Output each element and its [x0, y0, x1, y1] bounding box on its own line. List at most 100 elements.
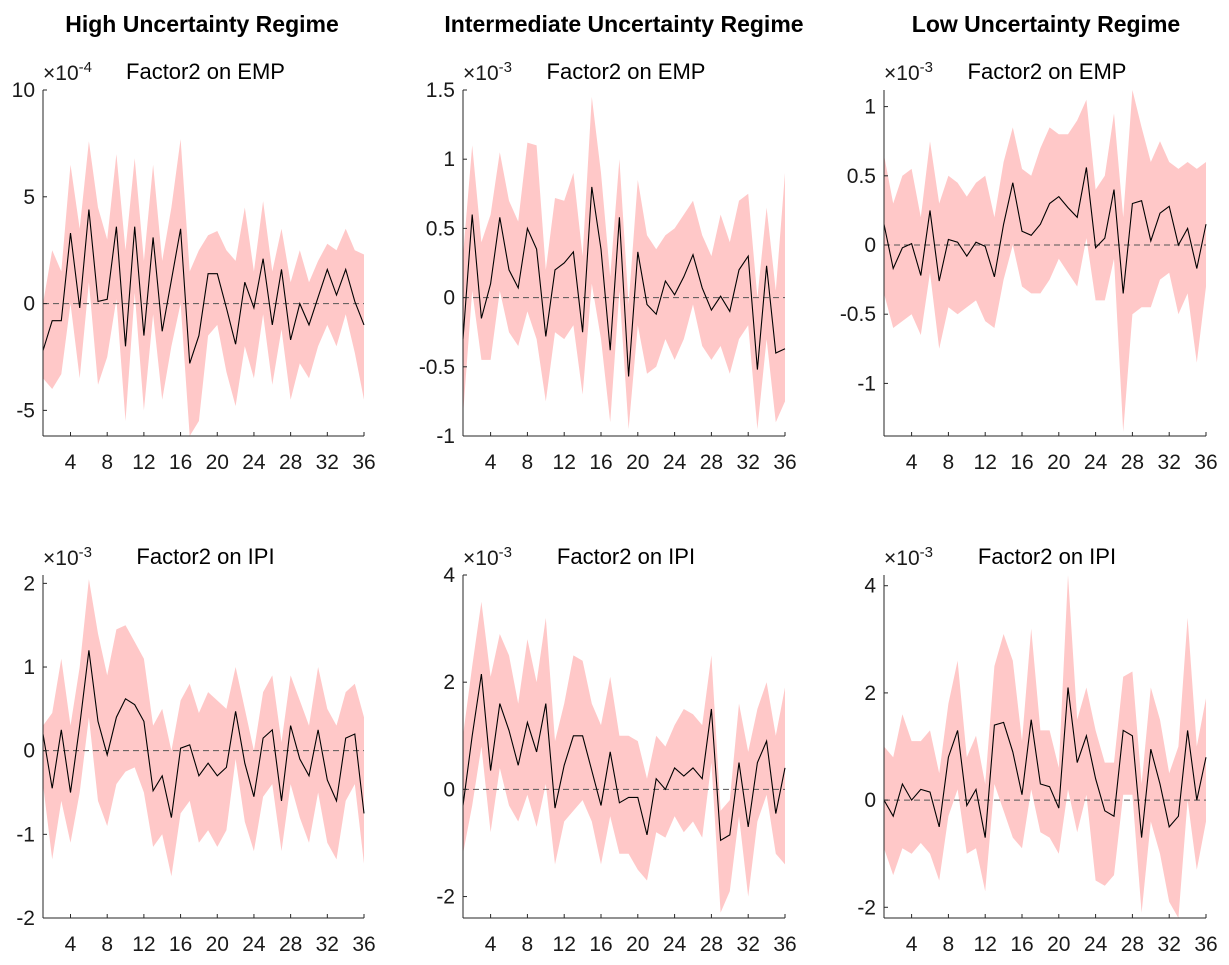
- x-tick-label: 16: [169, 451, 192, 474]
- x-tick-label: 24: [242, 933, 266, 956]
- y-tick-label: 0: [864, 234, 876, 257]
- y-tick-label: 1: [23, 656, 35, 679]
- y-tick-label: -2: [436, 886, 455, 909]
- panel-title: Factor2 on IPI: [136, 544, 274, 569]
- x-tick-label: 36: [1194, 933, 1217, 956]
- x-tick-label: 32: [316, 933, 339, 956]
- x-tick-label: 20: [626, 451, 649, 474]
- y-tick-label: -1: [16, 823, 35, 846]
- y-tick-label: 0.5: [847, 165, 876, 188]
- x-tick-label: 8: [522, 451, 534, 474]
- y-tick-label: -5: [16, 399, 35, 422]
- y-tick-label: -0.5: [419, 356, 455, 379]
- x-tick-label: 12: [974, 933, 997, 956]
- panel-title: Factor2 on EMP: [126, 59, 285, 84]
- x-tick-label: 32: [1158, 933, 1181, 956]
- y-tick-label: 0.5: [426, 217, 455, 240]
- column-title-intermediate: Intermediate Uncertainty Regime: [444, 11, 803, 37]
- y-tick-label: 4: [864, 575, 876, 598]
- panel-title: Factor2 on EMP: [968, 59, 1127, 84]
- y-tick-label: 0: [443, 778, 455, 801]
- x-tick-label: 24: [1084, 451, 1108, 474]
- x-tick-label: 4: [906, 933, 918, 956]
- x-tick-label: 24: [663, 933, 687, 956]
- y-tick-label: 2: [443, 671, 455, 694]
- axis-exponent: ×10-3: [884, 544, 933, 570]
- y-tick-label: 1: [443, 148, 455, 171]
- x-tick-label: 4: [906, 451, 918, 474]
- y-tick-label: 2: [864, 682, 876, 705]
- panel-low-emp: 4 8 12 16 20 24 28 32 36 -1 -0.5 0 0.5 1 ×10-3 Factor2 …: [840, 59, 1218, 474]
- column-title-low: Low Uncertainty Regime: [912, 11, 1180, 37]
- x-tick-label: 8: [943, 451, 955, 474]
- impulse-response-line: [883, 167, 1207, 294]
- x-tick-label: 20: [206, 451, 229, 474]
- x-tick-label: 32: [1158, 451, 1181, 474]
- axis-exponent: ×10-3: [43, 544, 92, 570]
- x-tick-label: 28: [279, 933, 302, 956]
- y-tick-label: -1: [857, 372, 876, 395]
- x-tick-label: 32: [737, 933, 760, 956]
- axis-exponent: ×10-3: [463, 544, 512, 570]
- y-tick-label: 0: [23, 740, 35, 763]
- x-tick-label: 12: [132, 451, 155, 474]
- y-tick-label: 1: [864, 96, 876, 119]
- y-tick-label: 0: [864, 789, 876, 812]
- y-tick-label: 1.5: [426, 79, 455, 102]
- x-tick-label: 16: [1010, 933, 1033, 956]
- y-tick-label: -1: [436, 425, 455, 448]
- x-tick-label: 36: [1194, 451, 1217, 474]
- impulse-response-line: [42, 650, 365, 818]
- x-tick-label: 16: [169, 933, 192, 956]
- panel-high-emp: 4 8 12 16 20 24 28 32 36 -5 0 5 10 ×10-4 Factor2 on EM…: [12, 59, 376, 474]
- confidence-band: [43, 579, 364, 877]
- panel-inter-emp: 4 8 12 16 20 24 28 32 36 -1 -0.5 0 0.5 1 1.5 ×10-3 Facto…: [419, 59, 797, 474]
- y-tick-label: -2: [857, 896, 876, 919]
- x-tick-label: 36: [352, 451, 375, 474]
- x-tick-label: 28: [1121, 451, 1144, 474]
- x-tick-label: 20: [1047, 451, 1070, 474]
- impulse-response-line: [462, 186, 786, 377]
- axis-exponent: ×10-3: [884, 59, 933, 85]
- y-tick-label: 0: [443, 287, 455, 310]
- x-tick-label: 24: [663, 451, 687, 474]
- y-tick-label: -2: [16, 907, 35, 930]
- x-tick-label: 8: [101, 451, 113, 474]
- x-tick-label: 8: [522, 933, 534, 956]
- x-tick-label: 4: [485, 451, 497, 474]
- column-title-high: High Uncertainty Regime: [65, 11, 339, 37]
- axis-exponent: ×10-4: [43, 59, 92, 85]
- x-tick-label: 16: [1010, 451, 1033, 474]
- x-tick-label: 36: [773, 451, 796, 474]
- y-tick-label: -0.5: [840, 303, 876, 326]
- x-tick-label: 8: [943, 933, 955, 956]
- impulse-response-line: [883, 687, 1207, 838]
- x-tick-label: 12: [553, 933, 576, 956]
- panel-title: Factor2 on EMP: [547, 59, 706, 84]
- panel-title: Factor2 on IPI: [978, 544, 1116, 569]
- axis-exponent: ×10-3: [463, 59, 512, 85]
- confidence-band: [884, 90, 1206, 432]
- impulse-response-line: [42, 209, 365, 364]
- x-tick-label: 28: [700, 933, 723, 956]
- x-tick-label: 4: [65, 933, 77, 956]
- x-tick-label: 28: [1121, 933, 1144, 956]
- y-tick-label: 4: [443, 564, 455, 587]
- x-tick-label: 12: [553, 451, 576, 474]
- confidence-band: [463, 601, 785, 913]
- x-tick-label: 36: [352, 933, 375, 956]
- x-tick-label: 28: [279, 451, 302, 474]
- x-tick-label: 4: [65, 451, 77, 474]
- x-tick-label: 4: [485, 933, 497, 956]
- x-tick-label: 20: [1047, 933, 1070, 956]
- x-tick-label: 20: [626, 933, 649, 956]
- x-tick-label: 16: [589, 933, 612, 956]
- x-tick-label: 20: [206, 933, 229, 956]
- x-tick-label: 32: [316, 451, 339, 474]
- x-tick-label: 24: [1084, 933, 1108, 956]
